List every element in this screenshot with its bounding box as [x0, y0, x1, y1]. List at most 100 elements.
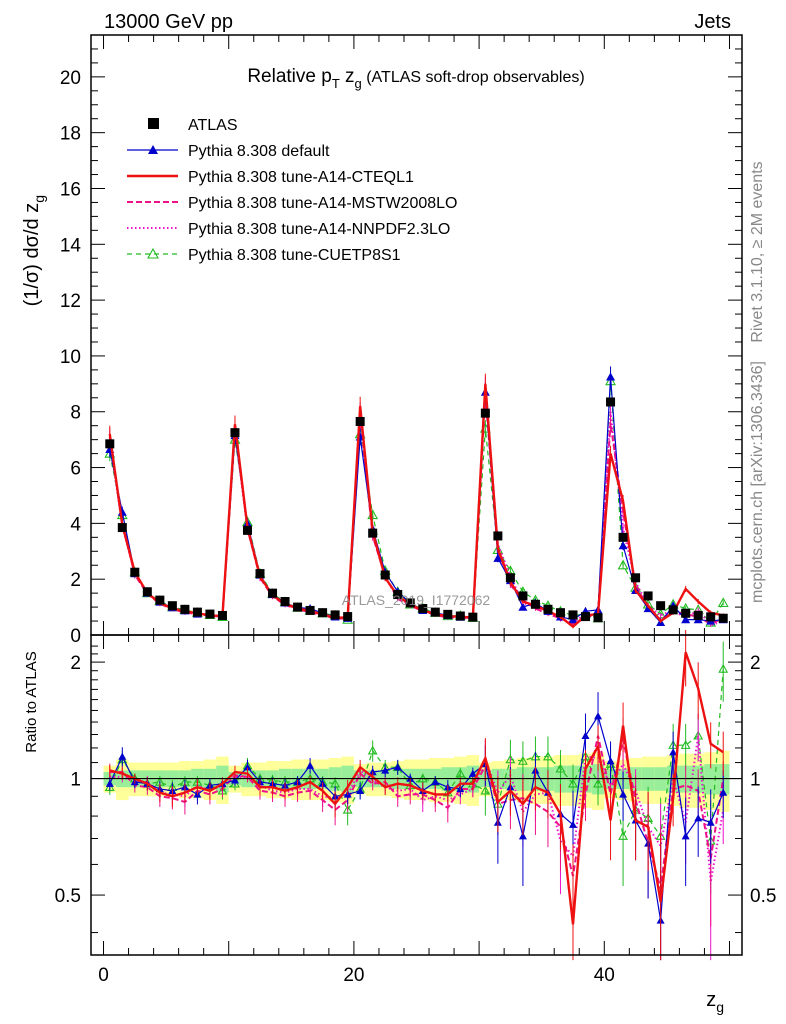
point-atlas-30: [480, 408, 490, 418]
point-atlas-35: [543, 604, 553, 614]
ratio-point-default-48: [706, 818, 715, 826]
title-mid: z: [340, 66, 355, 87]
ratio-ytick-label-right: 0.5: [750, 886, 776, 907]
y-axis-label-top: (1/σ) dσ/d zg: [21, 195, 47, 306]
ratio-ytick-label: 0.5: [55, 886, 81, 907]
point-atlas-25: [418, 603, 428, 613]
ratio-frame: [90, 634, 743, 956]
point-atlas-37: [568, 610, 578, 620]
legend-marker-atlas: [148, 118, 159, 129]
point-atlas-22: [380, 570, 390, 580]
point-default-46: [681, 615, 691, 624]
point-atlas-43: [643, 591, 653, 601]
point-atlas-11: [242, 525, 252, 535]
ratio-line-cteql1: [109, 651, 724, 925]
legend-label-atlas: ATLAS: [188, 117, 238, 134]
series-layer: [104, 366, 729, 961]
ytick-label: 18: [60, 124, 81, 145]
point-atlas-7: [192, 607, 202, 617]
ytick-label: 2: [70, 570, 81, 591]
ytick-label: 16: [60, 179, 81, 200]
point-atlas-15: [293, 602, 303, 612]
ratio-point-default-47: [694, 814, 703, 822]
legend-marker-cuetp: [147, 247, 159, 259]
point-atlas-20: [355, 417, 365, 427]
ratio-point-default-49: [719, 788, 728, 796]
point-atlas-12: [255, 569, 265, 579]
point-atlas-39: [593, 613, 603, 623]
mcplots-label: mcplots.cern.ch [arXiv:1306.3436]: [749, 361, 766, 603]
ratio-point-default-11: [243, 763, 252, 771]
title-sub2: g: [355, 76, 362, 91]
ratio-point-default-16: [306, 761, 315, 769]
ytick-label: 0: [70, 626, 81, 647]
ratio-point-cuetp-37: [568, 778, 578, 788]
point-atlas-36: [555, 608, 565, 618]
point-atlas-28: [455, 611, 465, 621]
ratio-point-default-40: [606, 757, 615, 765]
ratio-line-default: [109, 714, 724, 921]
ratio-point-default-33: [518, 832, 527, 840]
legend-label-mstw: Pythia 8.308 tune-A14-MSTW2008LO: [188, 195, 457, 212]
point-atlas-40: [606, 397, 616, 407]
svg-text:(1/σ) dσ/d zg: (1/σ) dσ/d zg: [21, 195, 47, 306]
series-line-default: [109, 376, 724, 624]
ylabel-ratio-text: Ratio to ATLAS: [23, 651, 40, 752]
point-atlas-31: [493, 531, 503, 541]
ratio-ytick-label: 2: [70, 653, 81, 674]
ratio-point-cuetp-30: [480, 785, 491, 795]
ratio-point-cuetp-21: [367, 745, 378, 755]
band-inner-48: [704, 764, 717, 795]
analysis-watermark: ATLAS_2019_I1772062: [342, 592, 491, 608]
ytick-label: 14: [60, 235, 82, 256]
point-atlas-18: [330, 610, 340, 620]
point-atlas-44: [656, 601, 666, 611]
point-atlas-29: [468, 612, 478, 622]
point-atlas-26: [430, 607, 440, 617]
point-atlas-32: [505, 573, 515, 583]
point-atlas-2: [130, 567, 140, 577]
point-atlas-33: [518, 591, 528, 601]
y-axis-label-ratio: Ratio to ATLAS: [23, 651, 40, 752]
point-atlas-17: [318, 608, 328, 618]
point-default-33: [518, 602, 528, 611]
point-atlas-13: [268, 588, 278, 598]
ratio-point-cuetp-36: [555, 763, 566, 773]
title-main: Relative p: [247, 66, 332, 87]
point-atlas-9: [217, 610, 227, 620]
series-line-cuetp: [109, 381, 724, 624]
point-atlas-5: [167, 601, 177, 611]
ylabel-top-text: (1/σ) dσ/d z: [21, 203, 43, 307]
mcplots-text: mcplots.cern.ch [arXiv:1306.3436]: [749, 361, 766, 603]
ratio-point-default-41: [619, 790, 628, 798]
point-default-40: [606, 372, 616, 381]
ytick-label: 12: [60, 291, 81, 312]
point-atlas-10: [230, 428, 240, 438]
ratio-point-cuetp-49: [718, 663, 729, 673]
ytick-label: 20: [60, 68, 81, 89]
point-default-31: [493, 553, 503, 562]
ytick-label: 8: [70, 403, 81, 424]
ratio-point-default-45: [669, 748, 678, 756]
point-atlas-34: [530, 599, 540, 609]
legend: ATLAS Pythia 8.308 default Pythia 8.308 tu…: [127, 117, 457, 264]
ratio-point-default-20: [356, 786, 365, 794]
legend-label-cuetp: Pythia 8.308 tune-CUETP8S1: [188, 247, 401, 264]
point-cuetp-41: [617, 559, 629, 570]
ratio-point-default-38: [581, 731, 590, 739]
point-default-41: [618, 541, 628, 550]
point-atlas-1: [117, 523, 127, 533]
xlabel-sub: g: [716, 999, 724, 1015]
point-atlas-16: [305, 605, 315, 615]
point-cuetp-49: [717, 597, 729, 608]
ratio-point-cuetp-35: [543, 751, 553, 761]
legend-marker-default: [148, 145, 158, 154]
ratio-ytick-label-right: 1: [750, 770, 761, 791]
ratio-line-cuetp: [109, 668, 724, 842]
ratio-point-cuetp-33: [517, 755, 528, 765]
point-atlas-8: [205, 609, 215, 619]
x-axis-label: zg: [706, 989, 724, 1015]
ratio-point-default-10: [230, 776, 239, 784]
